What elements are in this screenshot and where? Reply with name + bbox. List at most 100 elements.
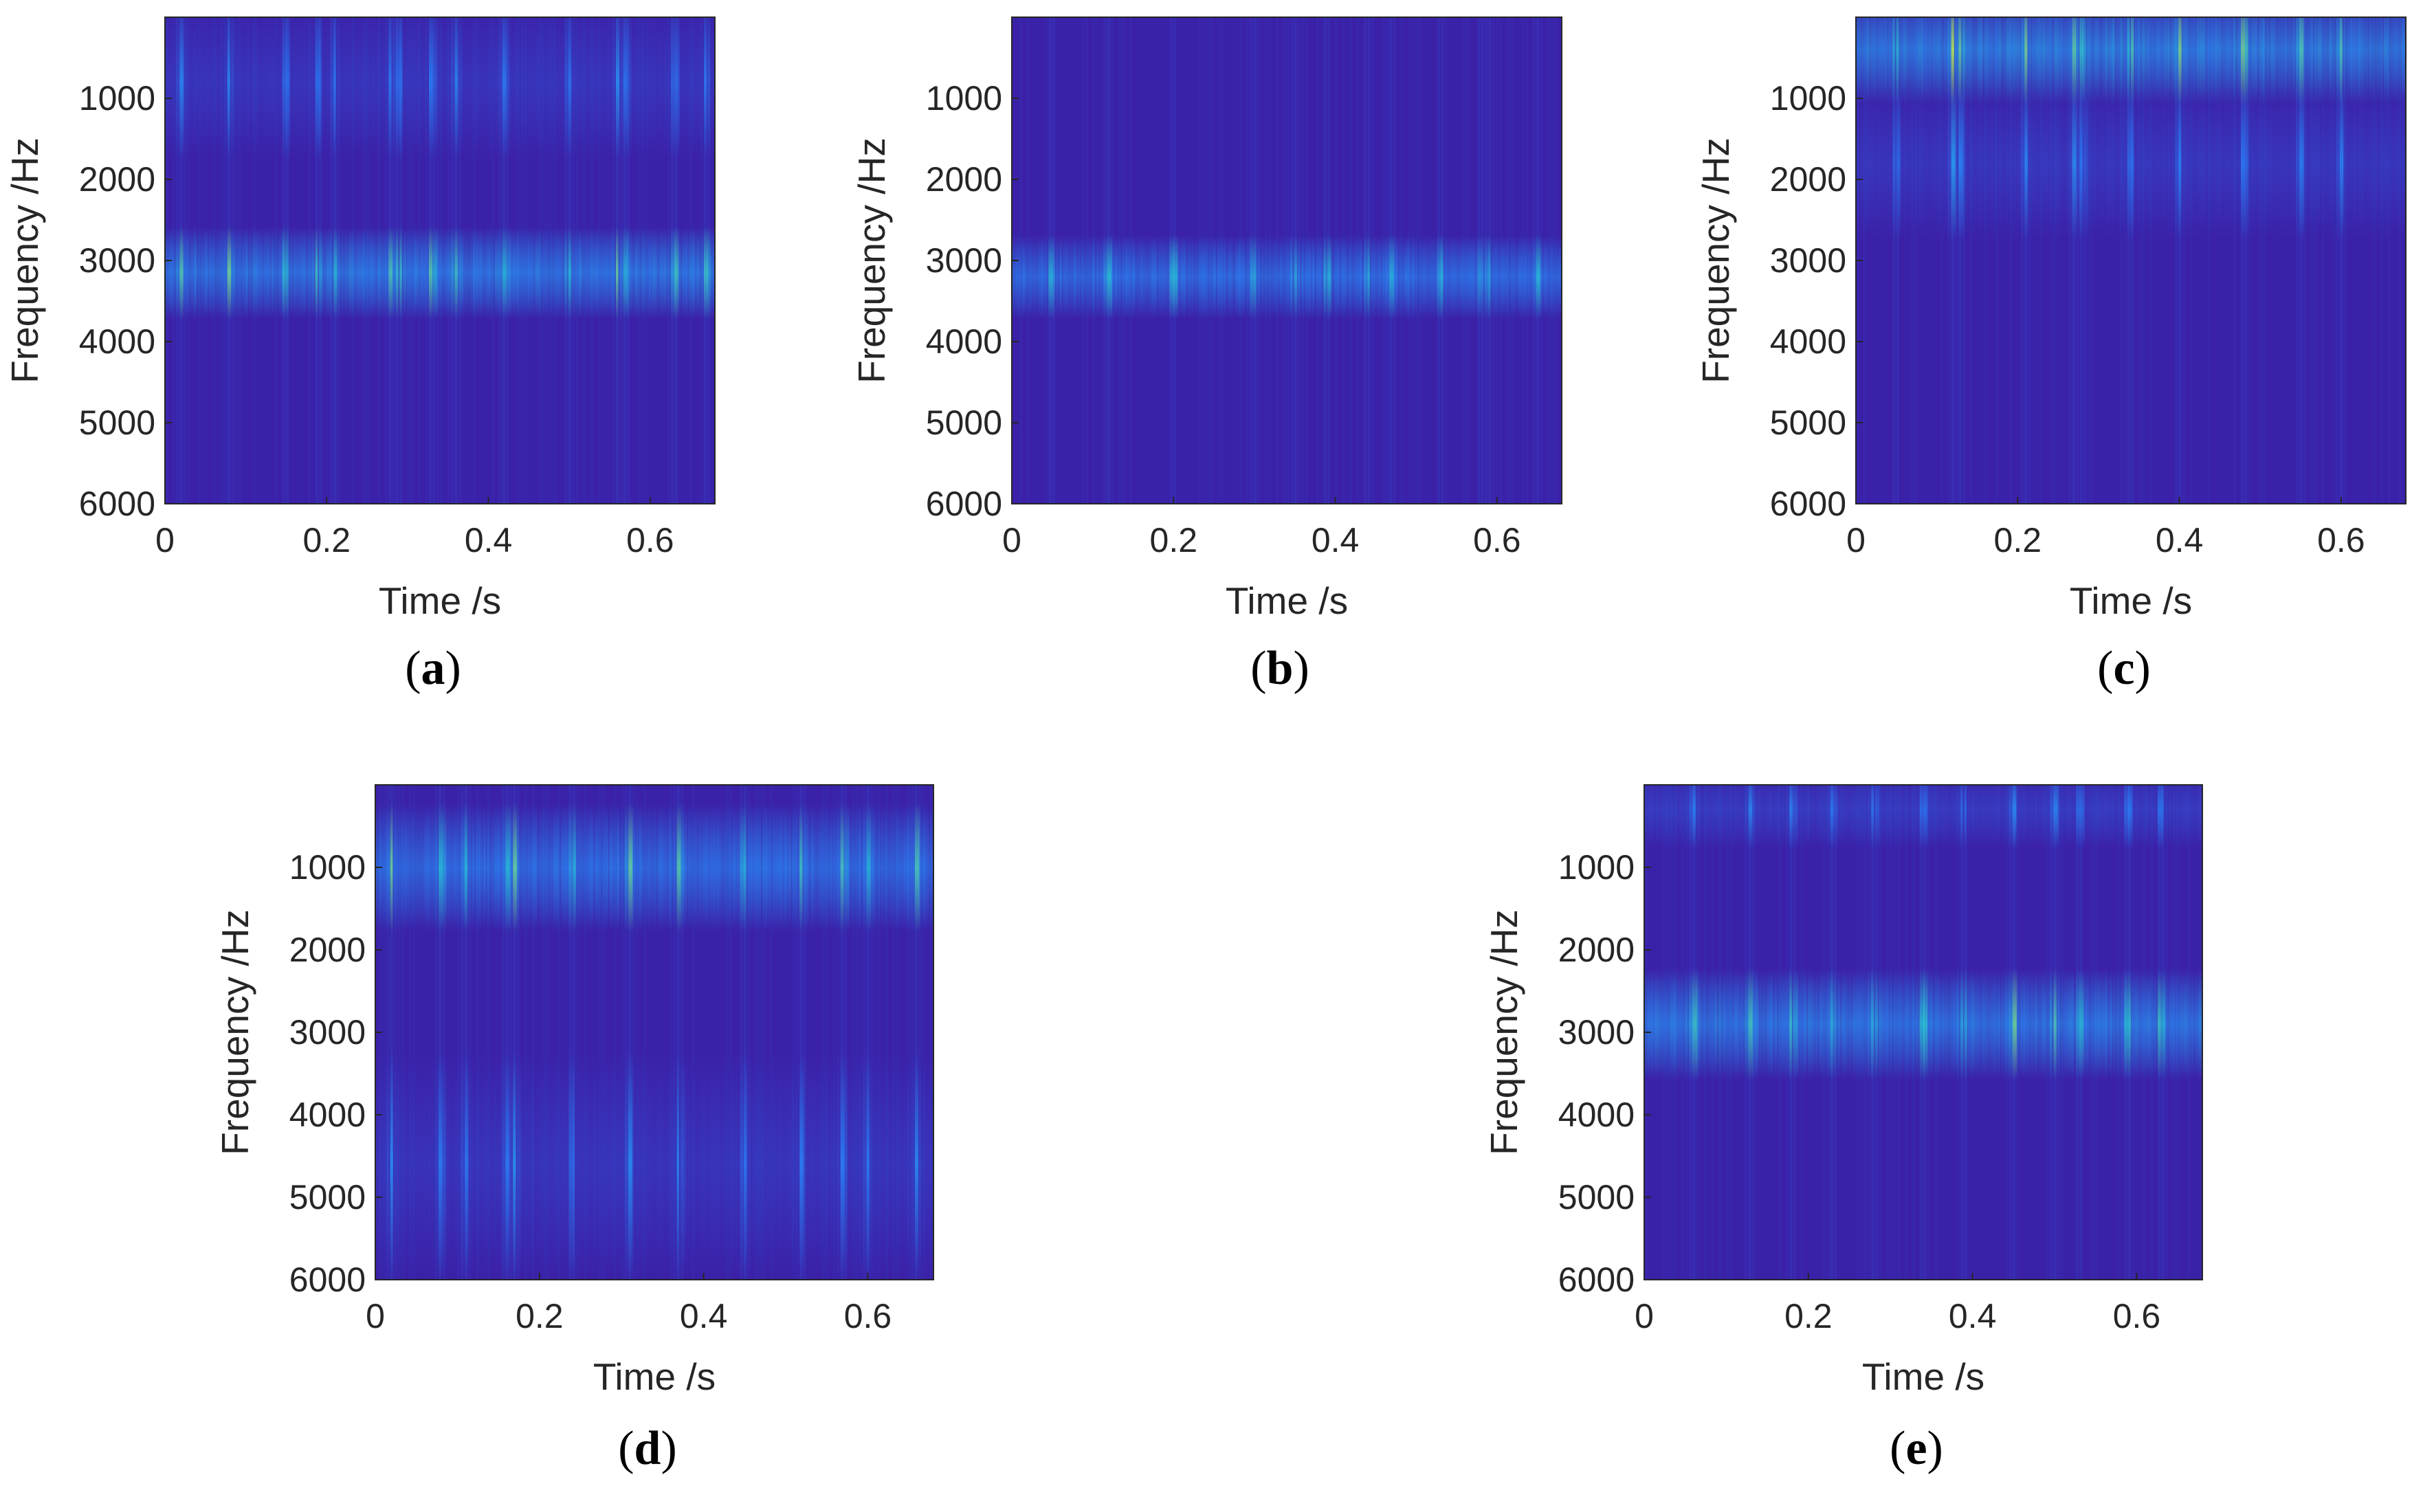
streak bbox=[520, 1052, 524, 1277]
streak bbox=[472, 1052, 475, 1277]
streak bbox=[2127, 17, 2130, 105]
streak bbox=[2274, 86, 2277, 240]
streak bbox=[1419, 17, 1422, 504]
streak bbox=[747, 1052, 751, 1277]
streak bbox=[1670, 785, 1673, 849]
streak bbox=[2186, 86, 2191, 240]
streak bbox=[502, 225, 507, 320]
streak bbox=[1871, 785, 1874, 849]
streak bbox=[491, 17, 494, 504]
streak bbox=[844, 802, 850, 933]
streak bbox=[1677, 968, 1682, 1080]
streak bbox=[1700, 785, 1703, 849]
streak bbox=[2138, 17, 2141, 504]
streak bbox=[848, 1052, 851, 1277]
streak bbox=[1964, 785, 1967, 1280]
streak bbox=[1901, 785, 1904, 849]
streak bbox=[176, 225, 179, 320]
streak bbox=[721, 802, 726, 933]
streak bbox=[1993, 785, 2000, 849]
streak bbox=[1466, 234, 1471, 320]
streak bbox=[2336, 86, 2341, 240]
streak bbox=[2187, 785, 2191, 1280]
streak bbox=[2042, 968, 2046, 1080]
streak bbox=[658, 1052, 662, 1277]
streak bbox=[2395, 17, 2398, 105]
streak bbox=[2259, 17, 2264, 105]
streak bbox=[1938, 785, 1943, 849]
streak bbox=[381, 225, 386, 320]
streak bbox=[2050, 17, 2053, 105]
streak bbox=[2094, 785, 2098, 1280]
streak bbox=[1261, 234, 1264, 320]
streak bbox=[661, 802, 666, 933]
streak bbox=[2105, 17, 2108, 105]
streak bbox=[1389, 17, 1393, 504]
streak bbox=[457, 785, 461, 1280]
streak bbox=[680, 1052, 686, 1277]
streak bbox=[341, 225, 344, 320]
streak bbox=[773, 802, 777, 933]
streak bbox=[1908, 968, 1913, 1080]
streak bbox=[2158, 968, 2161, 1080]
streak bbox=[2017, 17, 2020, 105]
streak bbox=[2143, 785, 2148, 849]
streak bbox=[595, 802, 599, 933]
streak bbox=[724, 785, 729, 1280]
streak bbox=[1751, 785, 1756, 1280]
streak bbox=[2057, 17, 2063, 105]
streak bbox=[1063, 234, 1067, 320]
streak bbox=[2065, 17, 2069, 105]
streak bbox=[1294, 234, 1298, 320]
streak bbox=[1979, 785, 1984, 849]
streak bbox=[392, 17, 395, 504]
streak bbox=[1092, 234, 1095, 320]
streak bbox=[326, 225, 331, 320]
streak bbox=[513, 802, 517, 933]
streak bbox=[689, 225, 695, 320]
streak bbox=[1856, 17, 1860, 105]
streak bbox=[1859, 785, 1863, 1280]
streak bbox=[348, 225, 353, 320]
streak bbox=[337, 17, 340, 159]
streak bbox=[2376, 17, 2380, 105]
streak bbox=[2329, 86, 2333, 240]
streak bbox=[2132, 785, 2135, 1280]
streak bbox=[1644, 785, 1648, 849]
streak bbox=[907, 1052, 911, 1277]
streak bbox=[2189, 17, 2193, 504]
streak bbox=[1947, 17, 1953, 105]
panel-label: (c) bbox=[2097, 642, 2151, 695]
streak bbox=[392, 17, 397, 159]
streak bbox=[2087, 17, 2091, 105]
streak bbox=[464, 1052, 469, 1277]
streak bbox=[1767, 968, 1773, 1080]
streak bbox=[2183, 968, 2188, 1080]
streak bbox=[1969, 17, 1973, 504]
streak bbox=[1100, 234, 1104, 320]
streak bbox=[929, 1052, 933, 1277]
streak bbox=[2156, 17, 2161, 105]
streak bbox=[546, 17, 551, 159]
streak bbox=[1980, 17, 1983, 105]
streak bbox=[926, 802, 929, 933]
streak bbox=[220, 17, 223, 504]
streak bbox=[711, 17, 715, 159]
streak bbox=[706, 1052, 709, 1277]
streak bbox=[2083, 86, 2089, 240]
streak bbox=[1048, 17, 1052, 504]
streak bbox=[837, 1052, 840, 1277]
streak bbox=[665, 802, 671, 933]
streak bbox=[1496, 234, 1498, 320]
streak bbox=[1290, 17, 1294, 504]
spectrogram-area bbox=[1644, 785, 2202, 1280]
streak bbox=[1726, 785, 1729, 1280]
streak bbox=[561, 225, 564, 320]
streak bbox=[766, 802, 771, 933]
streak bbox=[2016, 968, 2019, 1080]
streak bbox=[2061, 86, 2064, 240]
streak bbox=[2153, 86, 2156, 240]
streak bbox=[1714, 968, 1718, 1080]
streak bbox=[645, 17, 650, 159]
streak bbox=[2061, 785, 2064, 1280]
